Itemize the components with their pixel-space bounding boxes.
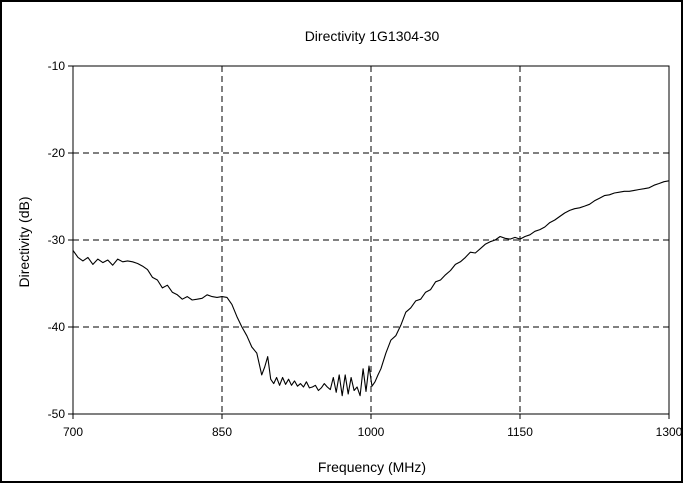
y-tick-label: -30 [48,233,66,247]
x-tick-label: 850 [212,425,232,439]
y-tick-label: -50 [48,407,66,421]
grid-lines [73,66,669,414]
x-axis-title: Frequency (MHz) [318,459,426,475]
x-tick-label: 1150 [507,425,533,439]
chart-title: Directivity 1G1304-30 [305,28,440,44]
y-tick-label: -10 [48,59,66,73]
x-tick-label: 700 [63,425,83,439]
y-tick-label: -40 [48,320,66,334]
x-tick-label: 1300 [656,425,683,439]
y-tick-label: -20 [48,146,66,160]
directivity-series-line [72,180,670,397]
series-layer [72,180,670,397]
y-axis-title: Directivity (dB) [16,196,32,287]
x-tick-label: 1000 [358,425,385,439]
tick-labels: 700 850 1000 1150 1300 -50 -40 -30 -20 -10 [48,59,683,439]
axis-ticks [68,65,670,419]
